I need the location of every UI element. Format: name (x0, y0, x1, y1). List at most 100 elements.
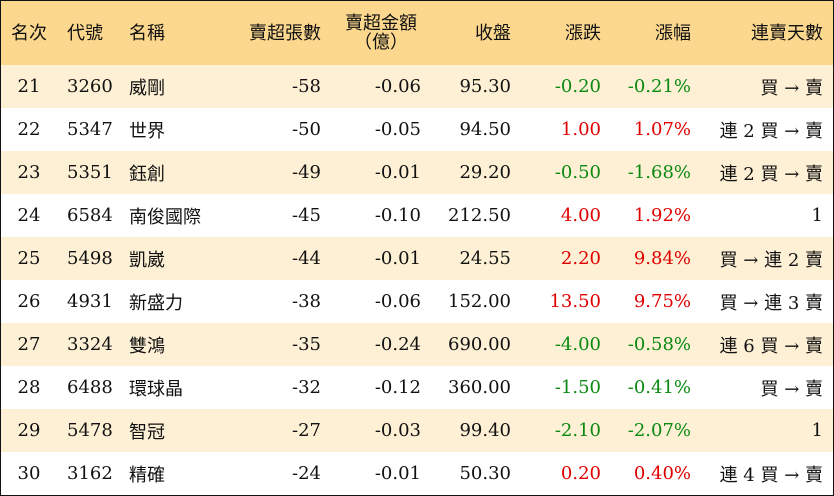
cell-net-sell-qty: -32 (292, 377, 321, 398)
cell-name: 威剛 (129, 77, 165, 99)
header-net-sell-qty: 賣超張數 (249, 22, 321, 44)
cell-name: 精確 (129, 464, 165, 486)
cell-rank: 25 (17, 248, 41, 269)
cell-name: 新盛力 (129, 292, 183, 314)
cell-close: 99.40 (459, 420, 511, 441)
header-code: 代號 (67, 22, 103, 44)
cell-rank: 26 (17, 291, 41, 312)
cell-change: -2.10 (554, 420, 601, 441)
cell-code: 5347 (67, 119, 113, 140)
cell-rank: 29 (17, 420, 41, 441)
cell-net-sell-amount: -0.01 (374, 162, 421, 183)
header-close: 收盤 (475, 22, 511, 44)
cell-close: 50.30 (459, 463, 511, 484)
cell-rank: 30 (17, 463, 41, 484)
cell-net-sell-amount: -0.06 (374, 291, 421, 312)
header-net-sell-amount-unit: （億） (354, 32, 408, 53)
cell-net-sell-qty: -35 (292, 334, 321, 355)
header-change: 漲跌 (565, 22, 601, 44)
cell-change-pct: 1.07% (633, 119, 691, 140)
table-row: 22 5347 世界 -50 -0.05 94.50 1.00 1.07% 連 2 買 → 賣 (1, 108, 833, 151)
cell-net-sell-qty: -45 (292, 205, 321, 226)
cell-rank: 23 (17, 162, 41, 183)
cell-name: 雙鴻 (129, 335, 165, 357)
cell-change: -0.50 (554, 162, 601, 183)
cell-code: 5351 (67, 162, 113, 183)
cell-name: 凱崴 (129, 249, 165, 271)
table-row: 21 3260 威剛 -58 -0.06 95.30 -0.20 -0.21% 買 → 賣 (1, 65, 833, 108)
table-row: 28 6488 環球晶 -32 -0.12 360.00 -1.50 -0.41% 買 → 賣 (1, 366, 833, 409)
cell-rank: 24 (17, 205, 41, 226)
cell-net-sell-qty: -27 (292, 420, 321, 441)
cell-change-pct: -0.21% (627, 76, 691, 97)
cell-change: 13.50 (549, 291, 601, 312)
cell-code: 3324 (67, 334, 113, 355)
cell-close: 360.00 (448, 377, 511, 398)
cell-net-sell-amount: -0.10 (374, 205, 421, 226)
cell-close: 690.00 (448, 334, 511, 355)
cell-net-sell-amount: -0.06 (374, 76, 421, 97)
cell-consecutive-days: 連 2 買 → 賣 (719, 120, 823, 142)
cell-net-sell-amount: -0.01 (374, 463, 421, 484)
header-consecutive-days: 連賣天數 (751, 22, 823, 44)
cell-change-pct: -2.07% (627, 420, 691, 441)
table-body: 21 3260 威剛 -58 -0.06 95.30 -0.20 -0.21% 買 → 賣 22 5… (1, 65, 833, 495)
cell-net-sell-qty: -44 (292, 248, 321, 269)
cell-change: 2.20 (560, 248, 601, 269)
cell-change: 4.00 (560, 205, 601, 226)
header-rank: 名次 (11, 22, 47, 44)
cell-code: 3162 (67, 463, 113, 484)
table-row: 24 6584 南俊國際 -45 -0.10 212.50 4.00 1.92% 1 (1, 194, 833, 237)
cell-code: 3260 (67, 76, 113, 97)
cell-close: 95.30 (459, 76, 511, 97)
cell-change: 0.20 (560, 463, 601, 484)
cell-change-pct: 9.84% (633, 248, 691, 269)
cell-name: 智冠 (129, 421, 165, 443)
cell-net-sell-qty: -24 (292, 463, 321, 484)
cell-change: -1.50 (554, 377, 601, 398)
cell-name: 南俊國際 (129, 206, 201, 228)
cell-net-sell-qty: -38 (292, 291, 321, 312)
cell-consecutive-days: 1 (811, 205, 823, 226)
table-header: 名次 代號 名稱 賣超張數 賣超金額 （億） 收盤 漲跌 漲幅 連賣天數 (1, 1, 833, 65)
cell-rank: 28 (17, 377, 41, 398)
table-row: 25 5498 凱崴 -44 -0.01 24.55 2.20 9.84% 買 → 連 2 賣 (1, 237, 833, 280)
header-row: 名次 代號 名稱 賣超張數 賣超金額 （億） 收盤 漲跌 漲幅 連賣天數 (1, 1, 833, 65)
cell-net-sell-qty: -49 (292, 162, 321, 183)
cell-net-sell-amount: -0.24 (374, 334, 421, 355)
cell-change: 1.00 (560, 119, 601, 140)
cell-net-sell-amount: -0.05 (374, 119, 421, 140)
cell-net-sell-amount: -0.03 (374, 420, 421, 441)
cell-rank: 21 (17, 76, 41, 97)
cell-consecutive-days: 買 → 賣 (760, 77, 823, 99)
cell-name: 環球晶 (129, 378, 183, 400)
cell-consecutive-days: 1 (811, 420, 823, 441)
header-net-sell-amount: 賣超金額 （億） (331, 1, 431, 65)
cell-code: 6488 (67, 377, 113, 398)
table-row: 30 3162 精確 -24 -0.01 50.30 0.20 0.40% 連 4 買 → 賣 (1, 452, 833, 495)
cell-change-pct: 9.75% (633, 291, 691, 312)
cell-change-pct: 0.40% (633, 463, 691, 484)
cell-code: 6584 (67, 205, 113, 226)
cell-consecutive-days: 連 2 買 → 賣 (719, 163, 823, 185)
cell-close: 24.55 (459, 248, 511, 269)
cell-consecutive-days: 買 → 連 3 賣 (719, 292, 823, 314)
cell-consecutive-days: 買 → 連 2 賣 (719, 249, 823, 271)
cell-change-pct: 1.92% (633, 205, 691, 226)
header-name: 名稱 (129, 22, 165, 44)
cell-change-pct: -0.41% (627, 377, 691, 398)
table-row: 23 5351 鈺創 -49 -0.01 29.20 -0.50 -1.68% 連 2 買 → … (1, 151, 833, 194)
table-row: 26 4931 新盛力 -38 -0.06 152.00 13.50 9.75% 買 → 連 3… (1, 280, 833, 323)
cell-close: 152.00 (448, 291, 511, 312)
cell-change-pct: -0.58% (627, 334, 691, 355)
cell-close: 29.20 (459, 162, 511, 183)
cell-name: 鈺創 (129, 163, 165, 185)
cell-net-sell-amount: -0.01 (374, 248, 421, 269)
header-change-pct: 漲幅 (655, 22, 691, 44)
cell-close: 212.50 (448, 205, 511, 226)
cell-close: 94.50 (459, 119, 511, 140)
cell-consecutive-days: 買 → 賣 (760, 378, 823, 400)
cell-change-pct: -1.68% (627, 162, 691, 183)
cell-net-sell-qty: -58 (292, 76, 321, 97)
